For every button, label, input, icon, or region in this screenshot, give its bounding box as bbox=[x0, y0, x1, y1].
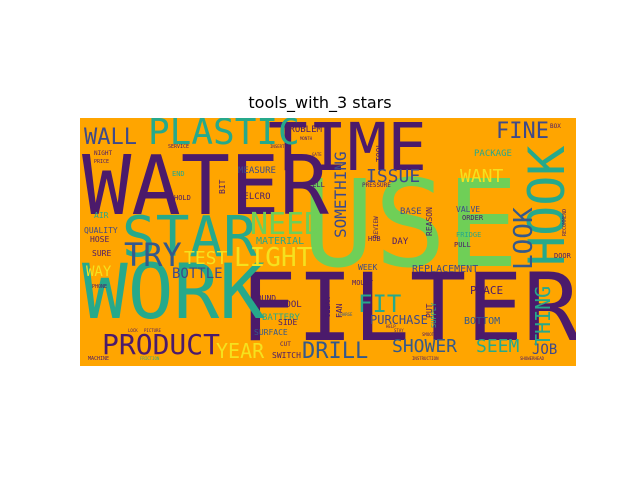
word-phone: PHONE bbox=[92, 284, 107, 290]
word-need: NEED bbox=[250, 207, 322, 242]
word-way: WAY bbox=[86, 264, 112, 280]
word-hook: HOOK bbox=[518, 146, 576, 266]
word-smooth: SMOOTH bbox=[422, 332, 437, 337]
word-measure: MEASURE bbox=[238, 166, 276, 176]
word-drill: DRILL bbox=[302, 339, 368, 364]
word-cut: CUT bbox=[280, 341, 291, 348]
word-water: WATER bbox=[82, 139, 329, 234]
word-seem: SEEM bbox=[476, 336, 520, 357]
word-plastic: PLASTIC bbox=[148, 118, 300, 153]
word-fan: FAN bbox=[335, 303, 344, 318]
word-gate: GATE bbox=[312, 152, 322, 157]
word-purchase: PURCHASE bbox=[370, 313, 428, 327]
word-package: PACKAGE bbox=[474, 149, 512, 159]
word-test: TEST bbox=[184, 248, 228, 269]
word-replacement: REPLACEMENT bbox=[412, 264, 478, 275]
word-material: MATERIAL bbox=[256, 236, 304, 247]
word-clean: CLEAN bbox=[324, 297, 332, 318]
word-showerhead: SHOWERHEAD bbox=[520, 356, 545, 361]
word-job: JOB bbox=[532, 342, 557, 358]
word-hub: HUB bbox=[368, 235, 381, 243]
word-want: WANT bbox=[460, 166, 504, 187]
word-air: AIR bbox=[94, 211, 109, 220]
word-look: LOOK bbox=[509, 207, 539, 270]
word-week: WEEK bbox=[358, 263, 377, 272]
word-place: PLACE bbox=[470, 284, 503, 297]
word-bottle: BOTTLE bbox=[172, 266, 223, 282]
word-instruction: INSTRUCTION bbox=[412, 356, 439, 361]
word-bit: BIT bbox=[218, 179, 227, 194]
word-hold: HOLD bbox=[174, 194, 191, 202]
word-mount: MOUNT bbox=[352, 279, 374, 287]
word-switch: SWITCH bbox=[272, 351, 301, 360]
word-bottom: BOTTOM bbox=[464, 316, 500, 327]
word-fridge: FRIDGE bbox=[456, 231, 481, 239]
word-base: BASE bbox=[400, 207, 422, 217]
word-problem: PROBLEM bbox=[284, 125, 323, 135]
word-surface: SURFACE bbox=[254, 328, 288, 337]
word-price: PRICE bbox=[94, 159, 109, 165]
word-shower: SHOWER bbox=[392, 336, 457, 357]
word-valve: VALVE bbox=[456, 205, 480, 214]
word-quality: QUALITY bbox=[84, 226, 118, 235]
word-machine: MACHINE bbox=[88, 356, 109, 362]
word-recommend: RECOMMEND bbox=[562, 209, 568, 236]
word-filter: FILTER bbox=[240, 254, 576, 363]
word-charge: CHARGE bbox=[338, 312, 353, 317]
word-year: YEAR bbox=[216, 339, 265, 363]
word-sure: SURE bbox=[92, 249, 111, 258]
word-pull: PULL bbox=[454, 241, 471, 249]
word-day: DAY bbox=[392, 237, 409, 247]
word-tool: TOOL bbox=[375, 143, 384, 162]
word-door: DOOR bbox=[554, 252, 572, 260]
word-issue: ISSUE bbox=[366, 166, 420, 187]
word-reason: REASON bbox=[425, 207, 434, 236]
word-end: END bbox=[172, 170, 185, 178]
word-picture: PICTURE bbox=[144, 328, 161, 333]
word-use: USE bbox=[302, 156, 519, 295]
word-work: WORK bbox=[82, 247, 265, 336]
word-box: BOX bbox=[550, 123, 561, 130]
word-try: TRY bbox=[124, 236, 182, 274]
word-service: SERVICE bbox=[168, 144, 189, 150]
word-light: LIGHT bbox=[234, 243, 313, 273]
word-help: HELP bbox=[386, 324, 396, 329]
word-hose: HOSE bbox=[90, 235, 109, 244]
word-side: SIDE bbox=[278, 318, 297, 327]
word-month: MONTH bbox=[300, 136, 313, 141]
word-review: REVIEW bbox=[373, 216, 380, 238]
chart-title: tools_with_3 stars bbox=[248, 93, 392, 112]
word-wall: WALL bbox=[84, 125, 137, 150]
word-put: PUT bbox=[425, 303, 434, 318]
word-supply: SUPPLY bbox=[430, 302, 438, 328]
word-star: STAR bbox=[122, 205, 257, 270]
word-lock: LOCK bbox=[128, 328, 138, 333]
word-cloud: USE FILTER WATER WORK TIME STAR HOOK PLASTIC TRY… bbox=[80, 118, 576, 366]
word-order: ORDER bbox=[462, 214, 484, 222]
word-fine: FINE bbox=[496, 119, 549, 144]
word-time: TIME bbox=[268, 118, 427, 186]
word-velcro: VELCRO bbox=[238, 192, 271, 202]
word-pressure: PRESSURE bbox=[362, 182, 391, 189]
word-fit: FIT bbox=[358, 290, 401, 318]
word-cell: CELL bbox=[308, 181, 325, 189]
word-battery: BATTERY bbox=[262, 313, 301, 323]
word-something: SOMETHING bbox=[331, 151, 350, 238]
word-insert: INSERT bbox=[270, 144, 285, 149]
word-friction: FRICTION bbox=[140, 356, 160, 361]
word-found: FOUND bbox=[252, 294, 276, 303]
word-stay: STAY bbox=[394, 328, 404, 333]
word-cool: COOL bbox=[280, 300, 302, 310]
word-thing: THING bbox=[531, 286, 555, 346]
word-night: NIGHT bbox=[94, 150, 112, 157]
word-product: PRODUCT bbox=[102, 328, 220, 361]
